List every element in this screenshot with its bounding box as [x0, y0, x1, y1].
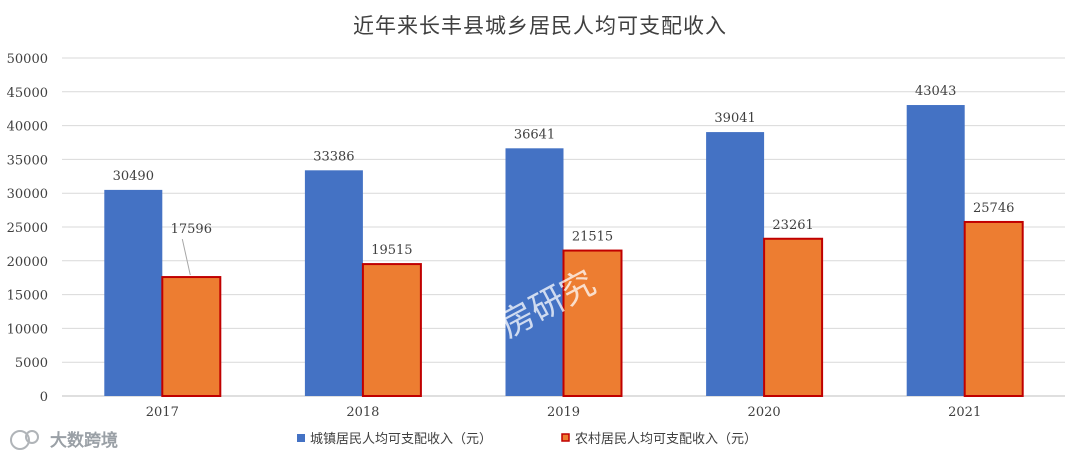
x-tick-label: 2020: [748, 405, 781, 420]
bar-urban-2018: [304, 170, 363, 396]
data-label-urban-2020: 39041: [714, 111, 755, 126]
bar-urban-2017: [104, 189, 163, 396]
data-label-urban-2021: 43043: [915, 84, 956, 99]
legend-swatch-rural: [561, 433, 570, 442]
bar-urban-2020: [706, 132, 765, 397]
x-tick-label: 2017: [146, 405, 179, 420]
y-tick-label: 35000: [7, 153, 48, 168]
y-tick-label: 10000: [7, 322, 48, 337]
y-tick-label: 45000: [7, 86, 48, 101]
y-tick-label: 20000: [7, 255, 48, 270]
bar-rural-2021: [963, 220, 1024, 397]
chart-title: 近年来长丰县城乡居民人均可支配收入: [353, 14, 727, 38]
legend-label-urban: 城镇居民人均可支配收入（元）: [310, 432, 492, 447]
y-tick-label: 50000: [7, 52, 48, 67]
data-label-urban-2017: 30490: [113, 169, 154, 184]
y-tick-label: 0: [40, 390, 48, 405]
label-leader-line: [181, 238, 191, 276]
data-label-urban-2019: 36641: [514, 127, 555, 142]
data-label-rural-2017: 17596: [171, 222, 212, 237]
y-tick-label: 30000: [7, 187, 48, 202]
y-axis-ticks: 0 5000 10000 15000 20000 25000 30000 35000 40000…: [7, 52, 48, 405]
watermark-logo-text: 大数跨境: [50, 430, 118, 451]
bar-urban-2019: [505, 148, 564, 396]
legend-label-rural: 农村居民人均可支配收入（元）: [575, 432, 757, 447]
y-tick-label: 5000: [15, 356, 48, 371]
data-label-rural-2021: 25746: [973, 201, 1014, 216]
bar-rural-2017: [161, 276, 222, 397]
x-tick-label: 2018: [346, 405, 379, 420]
x-tick-label: 2019: [547, 405, 580, 420]
bar-rural-2020: [763, 237, 824, 397]
bar-rural-2019: [562, 249, 623, 397]
x-axis-ticks: 2017 2018 2019 2020 2021: [146, 405, 981, 420]
legend-swatch-urban: [297, 434, 305, 442]
watermark-logo: 大数跨境: [10, 430, 118, 451]
data-label-urban-2018: 33386: [313, 149, 354, 164]
data-label-rural-2018: 19515: [371, 243, 412, 258]
bar-rural-2018: [361, 263, 422, 398]
x-tick-label: 2021: [948, 405, 981, 420]
y-tick-label: 40000: [7, 120, 48, 135]
data-labels: 30490 17596 33386 19515 36641 21515 39041 23261…: [113, 84, 1014, 276]
bar-urban-2021: [906, 105, 965, 396]
data-label-rural-2020: 23261: [772, 218, 813, 233]
logo-icon: [10, 430, 39, 450]
y-tick-label: 15000: [7, 289, 48, 304]
data-label-rural-2019: 21515: [572, 230, 613, 245]
y-tick-label: 25000: [7, 221, 48, 236]
legend: 城镇居民人均可支配收入（元） 农村居民人均可支配收入（元）: [297, 432, 757, 447]
bars: [104, 105, 1024, 398]
